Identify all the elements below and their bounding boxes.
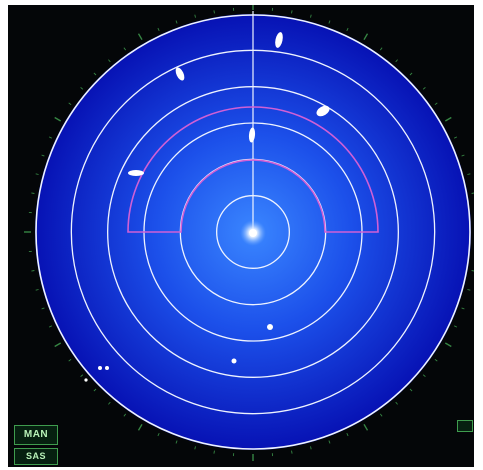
ship-icon[interactable] [174, 66, 186, 82]
ship-icon[interactable] [274, 31, 284, 48]
bearing-tick [444, 342, 452, 348]
bearing-tick [422, 374, 426, 377]
bearing-tick [68, 102, 72, 106]
bearing-tick [175, 20, 178, 24]
bearing-tick [395, 401, 398, 405]
bearing-tick [31, 192, 35, 194]
bearing-tick [363, 423, 369, 431]
echo-contact[interactable] [98, 366, 102, 370]
bearing-tick [54, 342, 62, 348]
bearing-tick [461, 154, 465, 157]
bearing-tick [444, 116, 452, 122]
radar-screen: MAN SAS [8, 5, 474, 467]
bearing-tick [422, 87, 426, 90]
bearing-tick [467, 173, 471, 175]
bearing-tick [467, 289, 471, 291]
bearing-tick [395, 59, 398, 63]
echo-targets [84, 31, 332, 382]
bearing-tick [379, 47, 383, 51]
bearing-tick [409, 388, 413, 392]
mode-label-aux[interactable]: SAS [14, 448, 58, 465]
bearing-tick [157, 433, 160, 437]
echo-contact[interactable] [84, 378, 88, 382]
bearing-tick [291, 10, 293, 14]
bearing-tick [346, 433, 349, 437]
bearing-tick [137, 33, 143, 41]
bearing-tick [409, 72, 413, 76]
bearing-tick [68, 358, 72, 362]
bearing-tick [157, 27, 160, 31]
bearing-tick [310, 446, 312, 450]
bearing-tick [108, 401, 111, 405]
status-indicator [457, 420, 473, 432]
bearing-tick [346, 27, 349, 31]
bearing-tick [48, 136, 52, 139]
bearing-scale-ticks [24, 5, 474, 461]
bearing-tick [328, 440, 331, 444]
bearing-tick [291, 450, 293, 454]
bearing-tick [363, 33, 369, 41]
bearing-tick [80, 374, 84, 377]
bearing-tick [213, 10, 215, 14]
bearing-tick [194, 14, 196, 18]
bearing-tick [454, 136, 458, 139]
ship-icon[interactable] [128, 170, 144, 176]
bearing-tick [41, 154, 45, 157]
own-ship-center [249, 229, 257, 237]
radar-scope[interactable] [8, 5, 474, 467]
bearing-tick [471, 192, 474, 194]
echo-contact[interactable] [231, 358, 237, 364]
bearing-tick [35, 289, 39, 291]
mode-label-man[interactable]: MAN [14, 425, 58, 445]
bearing-tick [35, 173, 39, 175]
bearing-tick [328, 20, 331, 24]
bearing-tick [434, 358, 438, 362]
guard-zone-icon[interactable] [127, 106, 379, 233]
bearing-tick [108, 59, 111, 63]
bearing-tick [175, 440, 178, 444]
ship-icon[interactable] [248, 127, 256, 143]
bearing-tick [137, 423, 143, 431]
bearing-tick [93, 388, 97, 392]
echo-contact[interactable] [105, 366, 109, 370]
bearing-tick [471, 270, 474, 272]
bearing-tick [123, 47, 127, 51]
bearing-tick [454, 325, 458, 328]
bearing-tick [93, 72, 97, 76]
bearing-tick [123, 413, 127, 417]
bearing-tick [379, 413, 383, 417]
bearing-tick [31, 270, 35, 272]
echo-contact[interactable] [267, 324, 273, 330]
bearing-tick [194, 446, 196, 450]
bearing-tick [213, 450, 215, 454]
bearing-tick [54, 116, 62, 122]
bearing-tick [461, 307, 465, 310]
bearing-tick [434, 102, 438, 106]
ship-icon[interactable] [315, 104, 332, 119]
bearing-tick [41, 307, 45, 310]
bearing-tick [48, 325, 52, 328]
bearing-tick [80, 87, 84, 90]
bearing-tick [310, 14, 312, 18]
